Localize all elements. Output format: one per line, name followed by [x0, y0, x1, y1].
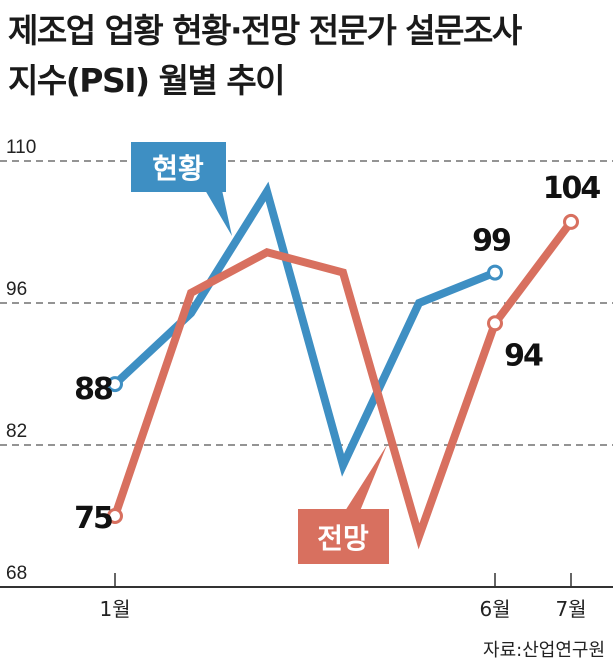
data-point-marker: [107, 376, 123, 393]
y-tick-label: 110: [6, 137, 36, 158]
data-point-marker: [563, 213, 579, 230]
y-tick-label: 68: [6, 563, 27, 584]
callout-pointer: [345, 445, 387, 511]
legend-label-current: 현황: [152, 152, 204, 185]
x-tick-label: 1월: [99, 597, 130, 621]
data-label: 88: [74, 372, 113, 407]
source-note: 자료:산업연구원: [483, 640, 605, 661]
legend-box-current: [131, 142, 226, 192]
title-line-1: 제조업 업황 현황·전망 전문가 설문조사: [8, 11, 522, 50]
title-line-2: 지수(PSI) 월별 추이: [8, 61, 286, 100]
y-tick-label: 82: [6, 421, 27, 442]
legend-box-forecast: [298, 509, 389, 564]
x-tick-label: 6월: [479, 597, 510, 621]
data-label: 75: [74, 501, 112, 536]
data-label: 94: [504, 338, 543, 373]
legend-label-forecast: 전망: [317, 522, 369, 555]
callout-pointer: [205, 190, 232, 236]
data-label: 99: [472, 224, 510, 259]
data-label: 104: [543, 171, 601, 206]
data-point-marker: [107, 508, 123, 524]
data-point-marker: [487, 315, 503, 332]
series-line-current: [112, 181, 497, 477]
y-tick-label: 96: [6, 279, 27, 300]
data-point-marker: [487, 264, 503, 281]
series-line-forecast: [111, 219, 575, 550]
chart-title: 제조업 업황 현황·전망 전문가 설문조사 지수(PSI) 월별 추이: [8, 6, 522, 106]
x-tick-label: 7월: [555, 597, 586, 621]
